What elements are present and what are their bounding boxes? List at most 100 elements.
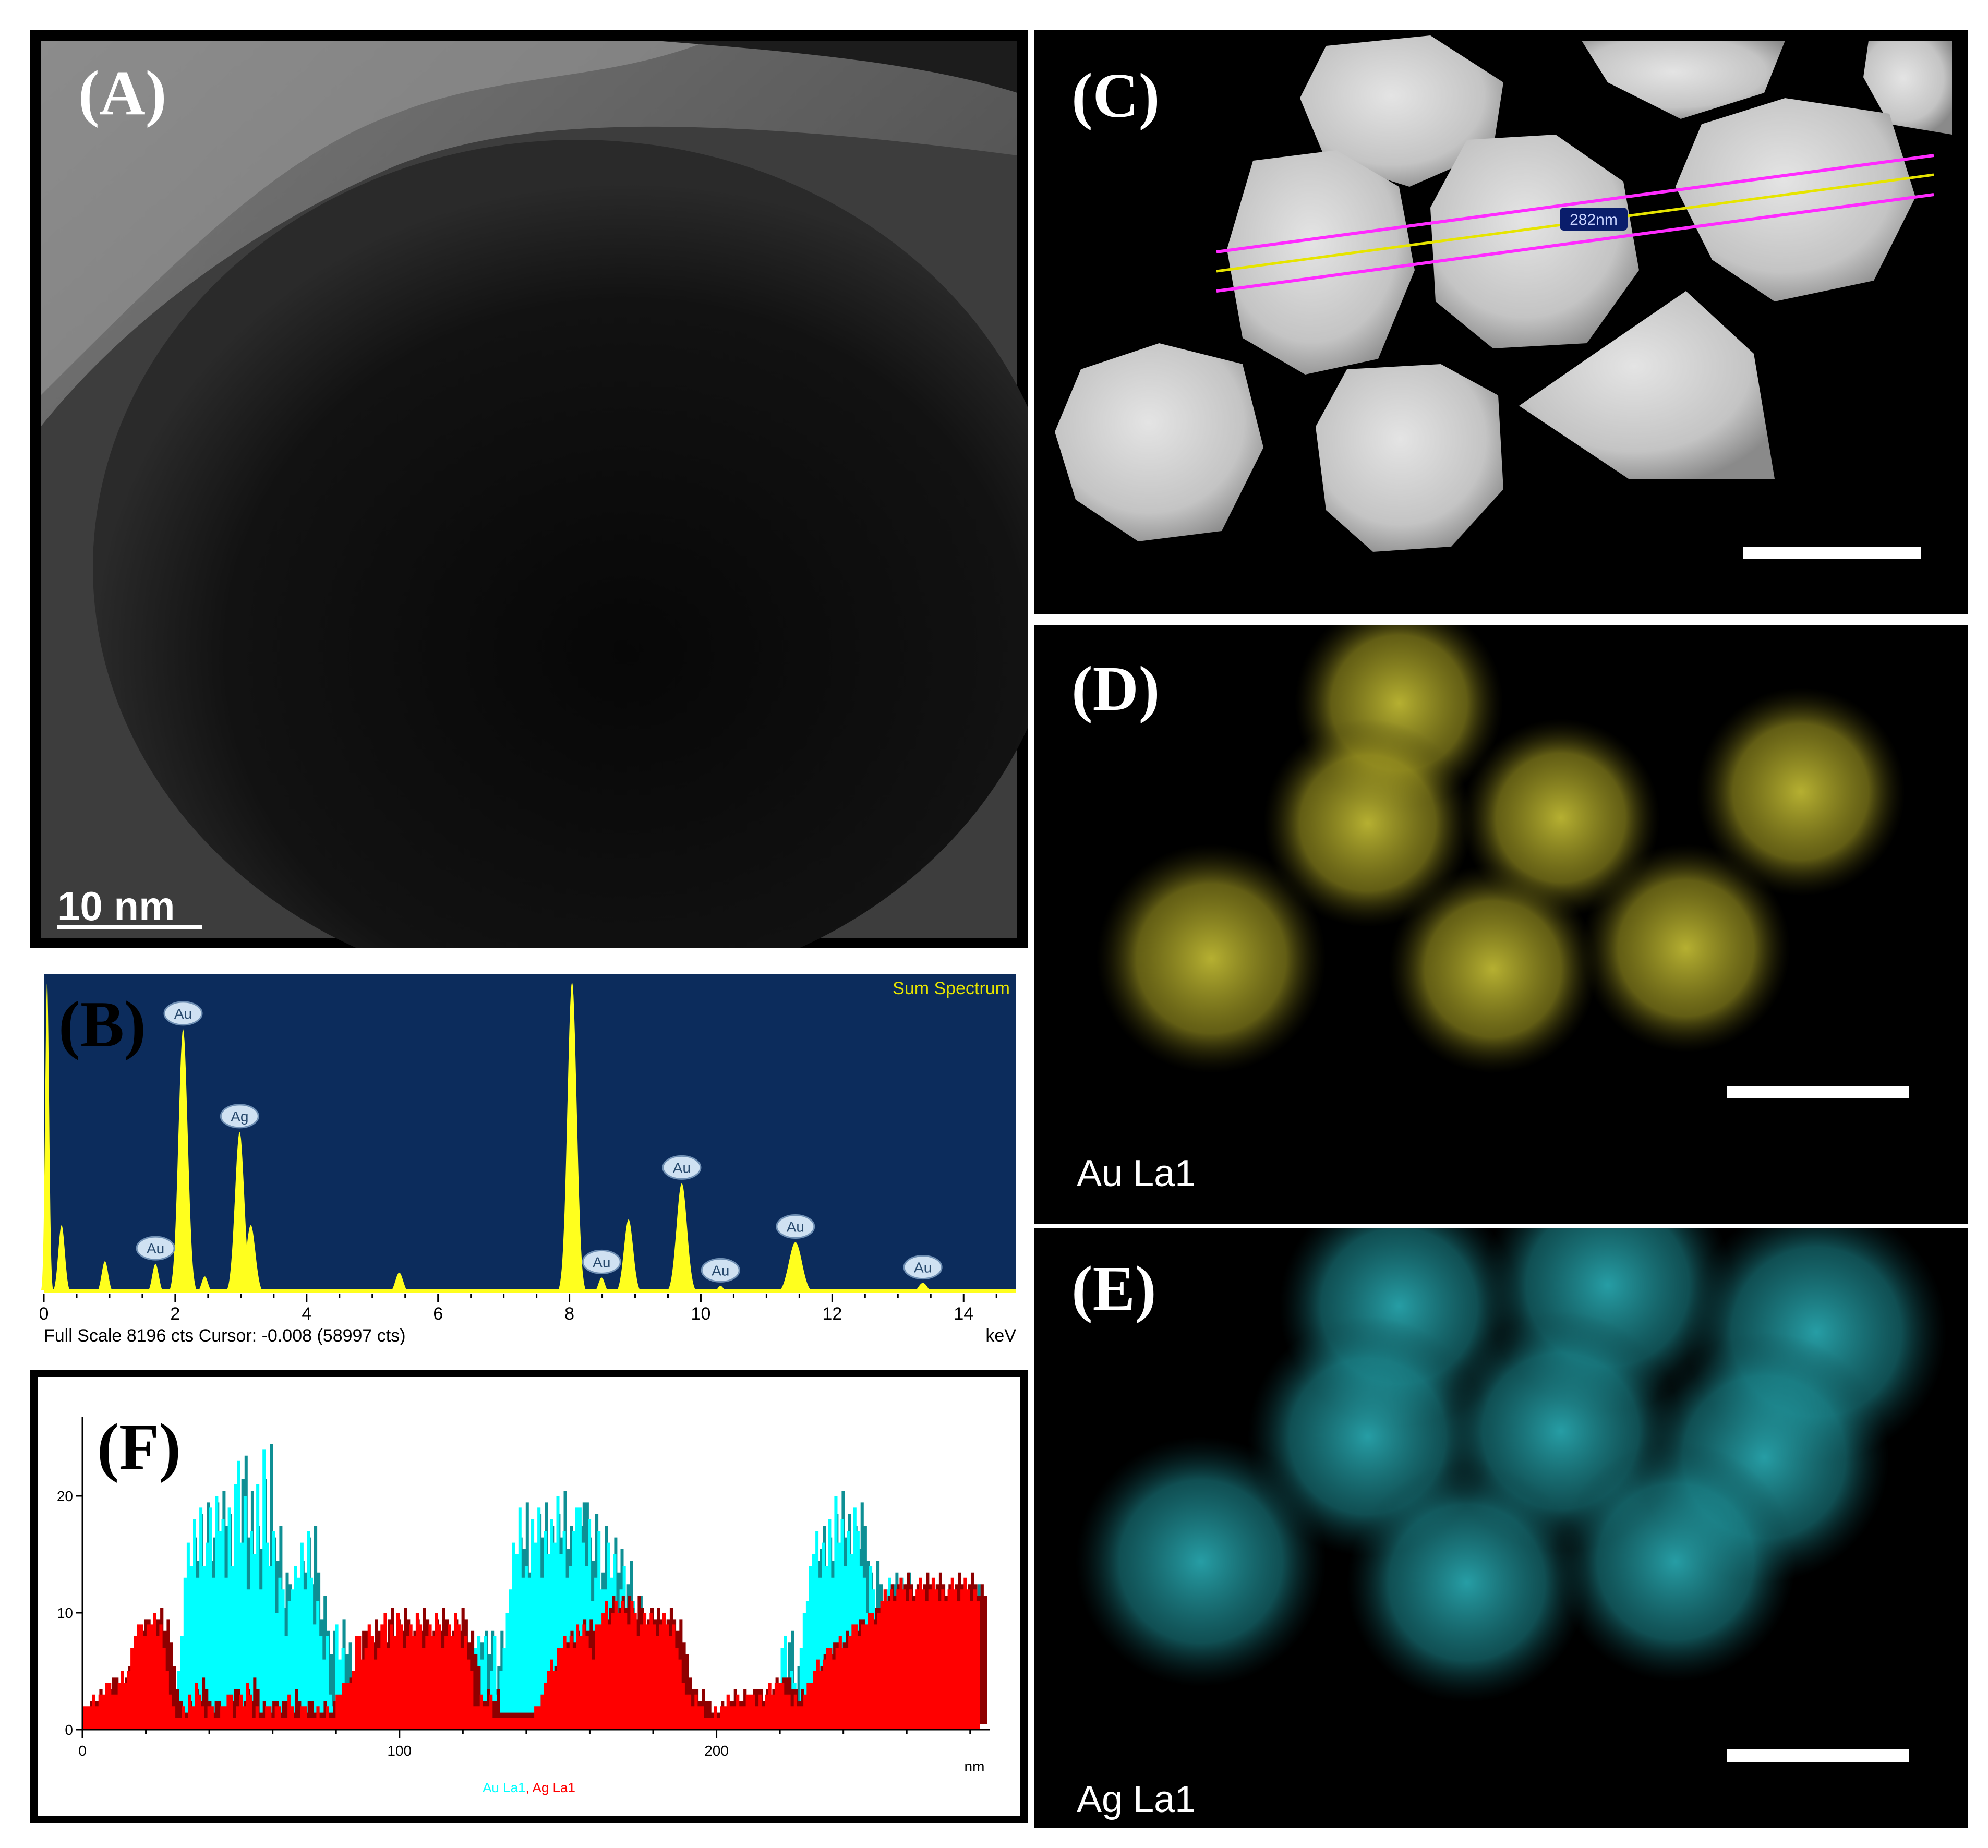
x-tick-label: 10 [691, 1304, 711, 1324]
legend-ag: Ag La1 [533, 1780, 575, 1795]
scale-bar-label-a: 10 nm [57, 883, 175, 929]
eds-spectrum-chart: Au Au Ag Au Au Au Au Au 0 2 4 6 8 10 12 14 Sum Spectru… [40, 971, 1020, 1347]
line-scan-marker [1216, 154, 1934, 293]
x-tick-label: 12 [822, 1304, 842, 1324]
peak-labels: Au Au Ag Au Au Au Au Au [136, 1001, 943, 1283]
y-tick-label: 0 [65, 1722, 73, 1738]
scale-bar-c [1743, 547, 1921, 559]
panel-a-tem-image: (A) 10 nm [30, 30, 1028, 948]
scale-bar-d [1727, 1086, 1909, 1098]
peak-label-badge: Au [163, 1001, 203, 1026]
x-tick-label: 8 [564, 1304, 574, 1324]
au-element-map [1034, 625, 1968, 1224]
x-tick-label: 14 [954, 1304, 973, 1324]
panel-label-c: (C) [1071, 61, 1160, 131]
profile-areas [82, 1449, 987, 1730]
panel-e-ag-map: (E) Ag La1 [1034, 1228, 1968, 1828]
spectrum-peak [41, 982, 53, 1290]
legend-separator: , [525, 1780, 532, 1795]
peak-label: Au [147, 1240, 164, 1257]
nanoparticles [1055, 35, 1952, 552]
map-label-ag: Ag La1 [1077, 1779, 1196, 1820]
y-tick-label: 20 [57, 1488, 73, 1504]
spectrum-x-unit: keV [985, 1326, 1016, 1346]
spectrum-peak [592, 1277, 612, 1294]
peak-label-bg [163, 1001, 203, 1026]
tem-micrograph [30, 30, 1028, 948]
spectrum-footer: Full Scale 8196 cts Cursor: -0.008 (5899… [44, 1326, 406, 1346]
peak-label-badge: Au [136, 1236, 175, 1261]
spectrum-peak [387, 1272, 411, 1294]
spectrum-peak [146, 1264, 165, 1294]
peak-label: Au [174, 1006, 192, 1022]
peak-label-bg [662, 1155, 702, 1180]
x-tick-label: 0 [78, 1743, 87, 1759]
x-tick-label: 4 [302, 1304, 311, 1324]
peak-label: Au [673, 1159, 691, 1176]
peak-label-bg [776, 1214, 815, 1239]
panel-c-haadf-image: 282nm (C) [1034, 30, 1968, 614]
panel-label-f: (F) [97, 1411, 181, 1483]
ag-series-area [82, 1577, 980, 1730]
peak-label-bg [136, 1236, 175, 1261]
spectrum-peak [776, 1242, 815, 1293]
peak-label: Ag [231, 1108, 248, 1125]
spectrum-peak [666, 1183, 698, 1293]
peak-label-badge: Au [662, 1155, 702, 1180]
peak-label-bg [220, 1104, 259, 1129]
spectrum-plot-area [44, 974, 1016, 1294]
peak-label-badge: Ag [220, 1104, 259, 1129]
x-axis-ticks: 0 2 4 6 8 10 12 14 [40, 1293, 1016, 1324]
spectrum-peak [95, 1261, 115, 1294]
haadf-micrograph: 282nm [1034, 30, 1968, 614]
map-label-au: Au La1 [1077, 1153, 1196, 1194]
spectrum-peak [909, 1283, 937, 1294]
peak-label-bg [701, 1258, 740, 1283]
panel-b-eds-spectrum: Au Au Ag Au Au Au Au Au 0 2 4 6 8 10 12 14 Sum Spectru… [40, 971, 1020, 1347]
spectrum-trace [41, 982, 1016, 1294]
x-tick-label: 0 [40, 1304, 49, 1324]
peak-label-badge: Au [776, 1214, 815, 1239]
panel-label-b: (B) [58, 988, 146, 1061]
profile-legend: Au La1, Ag La1 [483, 1780, 575, 1795]
spectrum-baseline [44, 1289, 1016, 1294]
scale-bar-a [57, 925, 202, 929]
y-tick-label: 10 [57, 1605, 73, 1621]
ag-element-map [1034, 1228, 1968, 1828]
panel-d-au-map: (D) Au La1 [1034, 625, 1968, 1224]
spectrum-peak [615, 1219, 643, 1293]
peak-label: Au [914, 1260, 932, 1276]
ag-particles [1076, 1228, 1947, 1702]
peak-label-bg [582, 1249, 621, 1274]
peak-label-badge: Au [903, 1255, 943, 1280]
peak-label-bg [903, 1255, 943, 1280]
legend-au: Au La1 [483, 1780, 525, 1795]
line-scan-length: 282nm [1570, 211, 1618, 228]
spectrum-peak [169, 1029, 197, 1291]
panel-f-line-profile: 0 10 20 0 100 200 nm Au La1, Ag La1 (F) [30, 1370, 1028, 1823]
panel-label-a: (A) [78, 58, 167, 128]
peak-label: Au [712, 1262, 729, 1278]
spectrum-peak [52, 1225, 71, 1293]
spectrum-peak [710, 1286, 731, 1294]
spectrum-title: Sum Spectrum [893, 979, 1010, 998]
x-tick-label: 2 [170, 1304, 180, 1324]
spectrum-peak [195, 1276, 215, 1294]
x-tick-label: 100 [387, 1743, 412, 1759]
scale-bar-e [1727, 1749, 1909, 1762]
x-tick-label: 200 [704, 1743, 729, 1759]
peak-label: Au [593, 1254, 610, 1270]
peak-label-badge: Au [701, 1258, 740, 1283]
au-particles [1097, 625, 1905, 1073]
x-tick-label: 6 [433, 1304, 443, 1324]
spectrum-peak [558, 982, 586, 1290]
peak-label: Au [787, 1219, 804, 1235]
peak-label-badge: Au [582, 1249, 621, 1274]
panel-label-e: (E) [1071, 1253, 1156, 1324]
panel-label-d: (D) [1071, 654, 1160, 724]
spectrum-peak [237, 1225, 265, 1293]
profile-x-unit: nm [965, 1758, 985, 1774]
au-series-area [82, 1449, 980, 1730]
